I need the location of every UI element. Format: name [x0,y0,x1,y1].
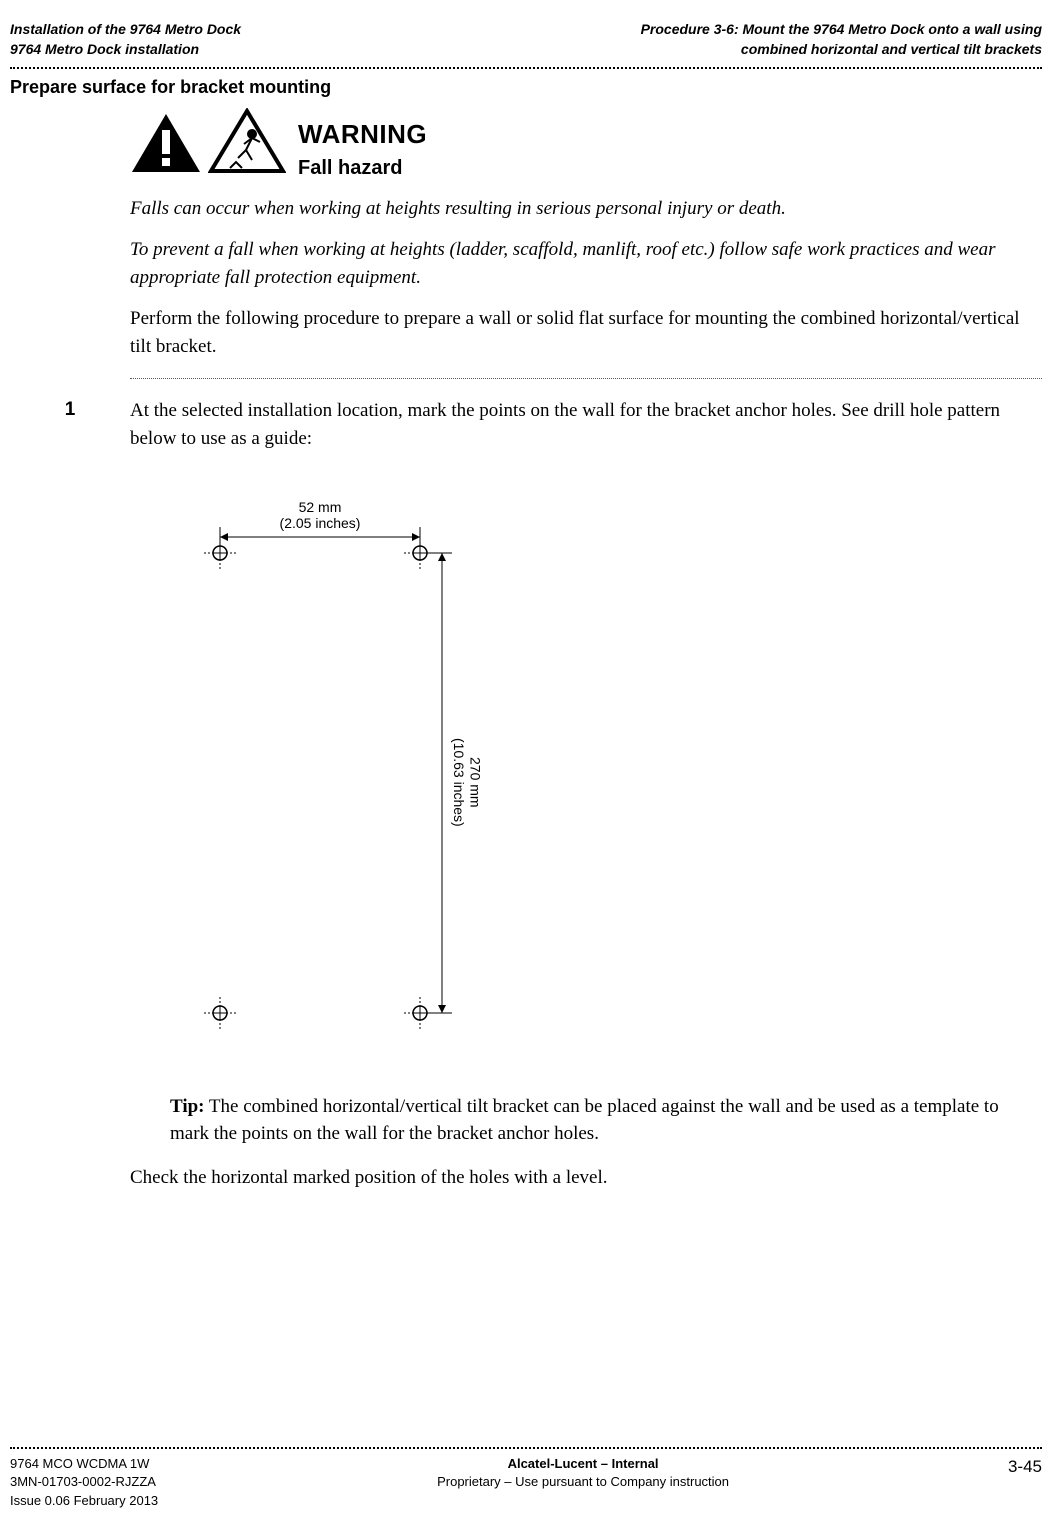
step-body: At the selected installation location, m… [130,397,1042,1207]
exclamation-triangle-icon [130,112,202,183]
check-text: Check the horizontal marked position of … [130,1164,1032,1192]
warning-block: WARNING Fall hazard Falls can occur when… [130,108,1032,360]
header-right-line1: Procedure 3-6: Mount the 9764 Metro Dock… [641,20,1042,40]
footer-row: 9764 MCO WCDMA 1W 3MN-01703-0002-RJZZA I… [10,1455,1042,1510]
warning-para-1: Falls can occur when working at heights … [130,195,1032,223]
warning-title: WARNING [298,116,427,154]
step-1-text: At the selected installation location, m… [130,397,1032,452]
footer-left-line1: 9764 MCO WCDMA 1W [10,1455,158,1473]
warning-icons [130,108,286,183]
warning-para-2: To prevent a fall when working at height… [130,236,1032,291]
dimension-vertical [180,473,540,1072]
step-1: 1 At the selected installation location,… [10,397,1042,1207]
warning-subtitle: Fall hazard [298,154,427,183]
footer-left-line2: 3MN-01703-0002-RJZZA [10,1473,158,1491]
header-rule [10,67,1042,69]
section-heading: Prepare surface for bracket mounting [10,77,1042,98]
dimension-vertical-label: 270 mm(10.63 inches) [450,733,484,833]
step-number: 1 [10,397,130,1207]
header-right: Procedure 3-6: Mount the 9764 Metro Dock… [641,20,1042,59]
footer-left: 9764 MCO WCDMA 1W 3MN-01703-0002-RJZZA I… [10,1455,158,1510]
header-left-line1: Installation of the 9764 Metro Dock [10,20,241,40]
footer-center: Alcatel-Lucent – Internal Proprietary – … [437,1455,729,1510]
footer-center-line1: Alcatel-Lucent – Internal [437,1455,729,1473]
header-right-line2: combined horizontal and vertical tilt br… [641,40,1042,60]
warning-text: WARNING Fall hazard [298,116,427,183]
drill-hole-diagram: 52 mm(2.05 inches)270 mm(10.63 inches) [180,473,540,1063]
tip-text: The combined horizontal/vertical tilt br… [170,1096,999,1145]
footer-rule [10,1447,1042,1449]
fall-hazard-triangle-icon [208,108,286,183]
page-footer: 9764 MCO WCDMA 1W 3MN-01703-0002-RJZZA I… [10,1447,1042,1510]
footer-left-line3: Issue 0.06 February 2013 [10,1492,158,1510]
warning-header-row: WARNING Fall hazard [130,108,1032,183]
tip-block: Tip: The combined horizontal/vertical ti… [170,1093,1032,1148]
intro-para: Perform the following procedure to prepa… [130,305,1032,360]
header-left-line2: 9764 Metro Dock installation [10,40,241,60]
tip-label: Tip: [170,1096,205,1117]
footer-center-line2: Proprietary – Use pursuant to Company in… [437,1473,729,1491]
page-header: Installation of the 9764 Metro Dock 9764… [10,20,1042,59]
header-left: Installation of the 9764 Metro Dock 9764… [10,20,241,59]
page-number: 3-45 [1008,1455,1042,1510]
step-divider [130,378,1042,379]
